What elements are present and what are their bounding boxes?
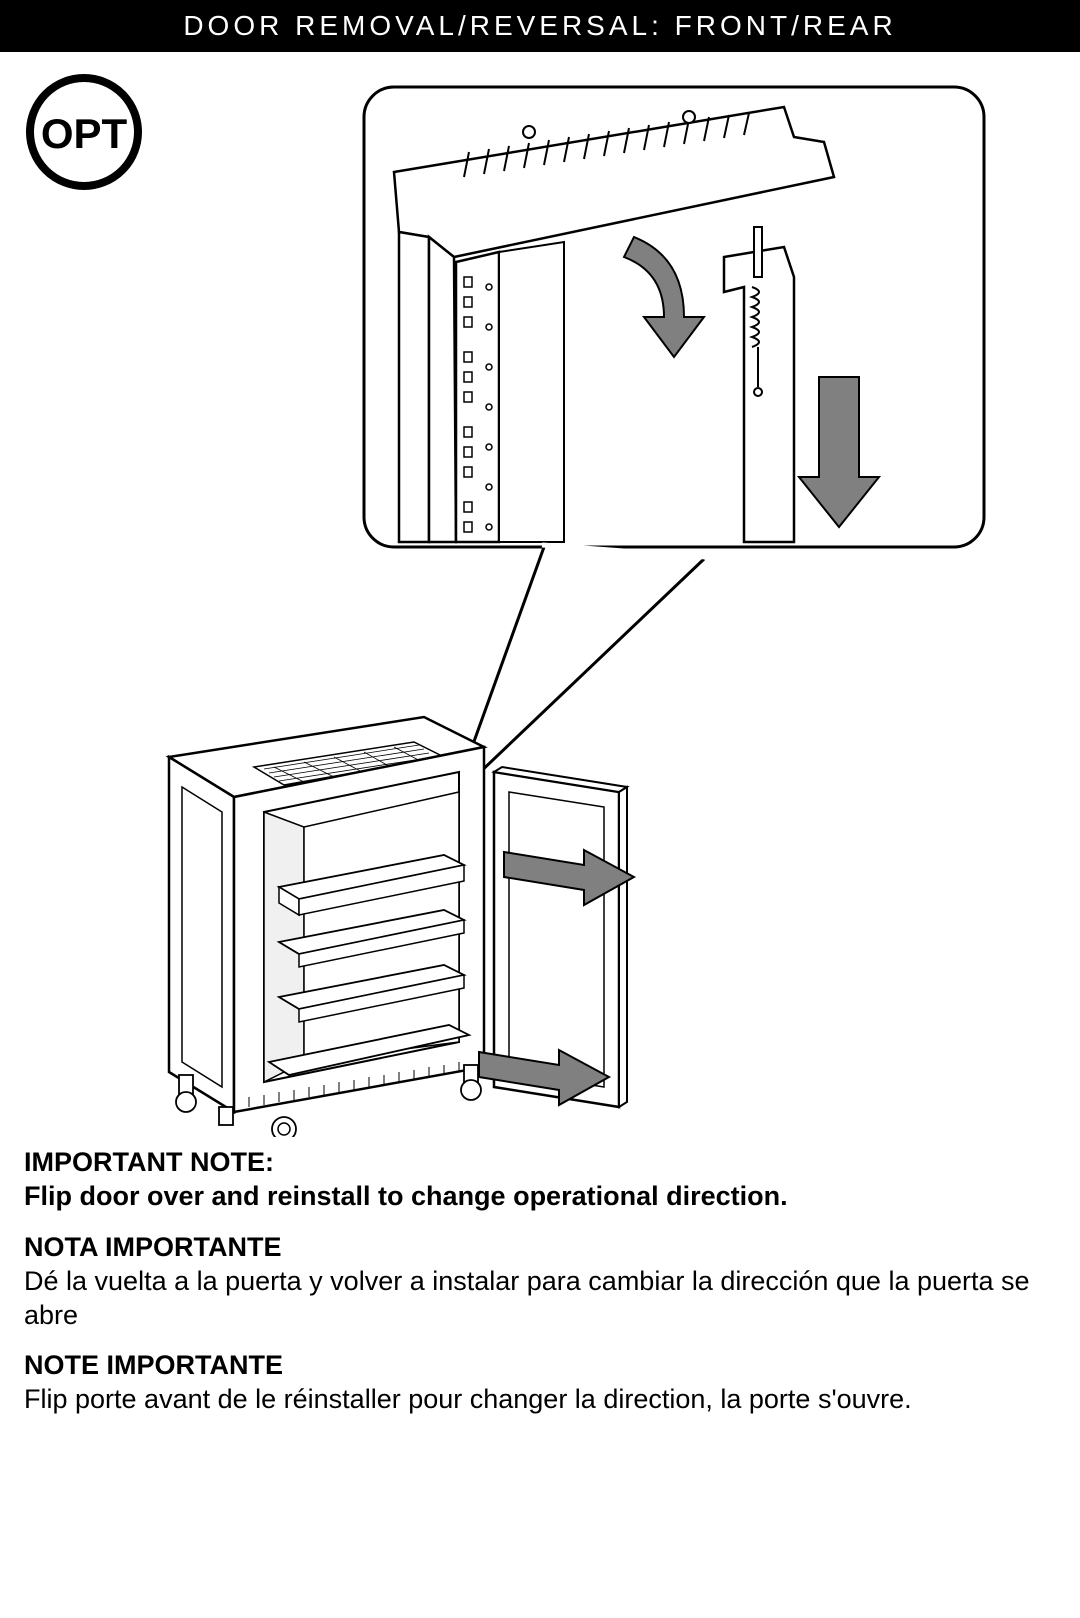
main-cabinet [169, 717, 484, 1137]
note-french: NOTE IMPORTANTE Flip porte avant de le r… [24, 1350, 1056, 1417]
note-heading-en: IMPORTANT NOTE: [24, 1147, 1056, 1178]
note-body-fr: Flip porte avant de le réinstaller pour … [24, 1383, 1056, 1417]
technical-diagram [24, 77, 1056, 1137]
content-area: OPT [0, 52, 1080, 1455]
note-heading-fr: NOTE IMPORTANTE [24, 1350, 1056, 1381]
note-body-es: Dé la vuelta a la puerta y volver a inst… [24, 1265, 1056, 1333]
callout-leader [454, 547, 704, 797]
header-title: DOOR REMOVAL/REVERSAL: FRONT/REAR [183, 10, 896, 41]
page-header: DOOR REMOVAL/REVERSAL: FRONT/REAR [0, 0, 1080, 52]
note-spanish: NOTA IMPORTANTE Dé la vuelta a la puerta… [24, 1232, 1056, 1333]
note-english: IMPORTANT NOTE: Flip door over and reins… [24, 1147, 1056, 1214]
note-body-en: Flip door over and reinstall to change o… [24, 1180, 1056, 1214]
notes-section: IMPORTANT NOTE: Flip door over and reins… [24, 1147, 1056, 1417]
note-heading-es: NOTA IMPORTANTE [24, 1232, 1056, 1263]
